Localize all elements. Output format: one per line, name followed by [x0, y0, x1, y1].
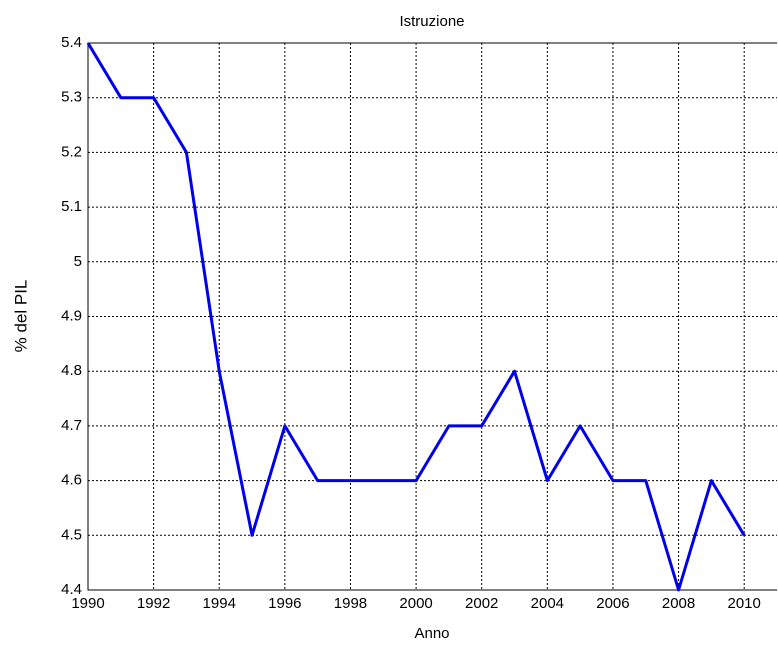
y-tick-label: 5.3 [61, 89, 82, 106]
y-tick-label: 5.2 [61, 143, 82, 160]
x-tick-label: 1996 [268, 595, 301, 612]
y-tick-label: 4.5 [61, 526, 82, 543]
y-tick-label: 4.6 [61, 472, 82, 489]
x-tick-label: 1994 [203, 595, 236, 612]
x-tick-label: 2002 [465, 595, 498, 612]
x-tick-label: 2010 [728, 595, 761, 612]
x-tick-label: 2006 [596, 595, 629, 612]
x-tick-label: 2000 [399, 595, 432, 612]
y-tick-label: 4.8 [61, 362, 82, 379]
data-line [86, 42, 746, 592]
x-tick-label: 2008 [662, 595, 695, 612]
y-tick-label: 4.7 [61, 417, 82, 434]
y-tick-label: 5.4 [61, 34, 82, 51]
y-tick-label: 5 [74, 253, 82, 270]
x-tick-label: 1990 [71, 595, 104, 612]
x-axis-label: Anno [414, 625, 449, 642]
x-tick-label: 1992 [137, 595, 170, 612]
y-axis-label: % del PIL [11, 280, 30, 353]
axes-frame [87, 42, 777, 591]
x-tick-label: 1998 [334, 595, 367, 612]
y-tick-label: 4.4 [61, 581, 82, 598]
y-tick-label: 5.1 [61, 198, 82, 215]
chart-title: Istruzione [399, 13, 464, 30]
x-tick-label: 2004 [531, 595, 564, 612]
y-tick-label: 4.9 [61, 307, 82, 324]
